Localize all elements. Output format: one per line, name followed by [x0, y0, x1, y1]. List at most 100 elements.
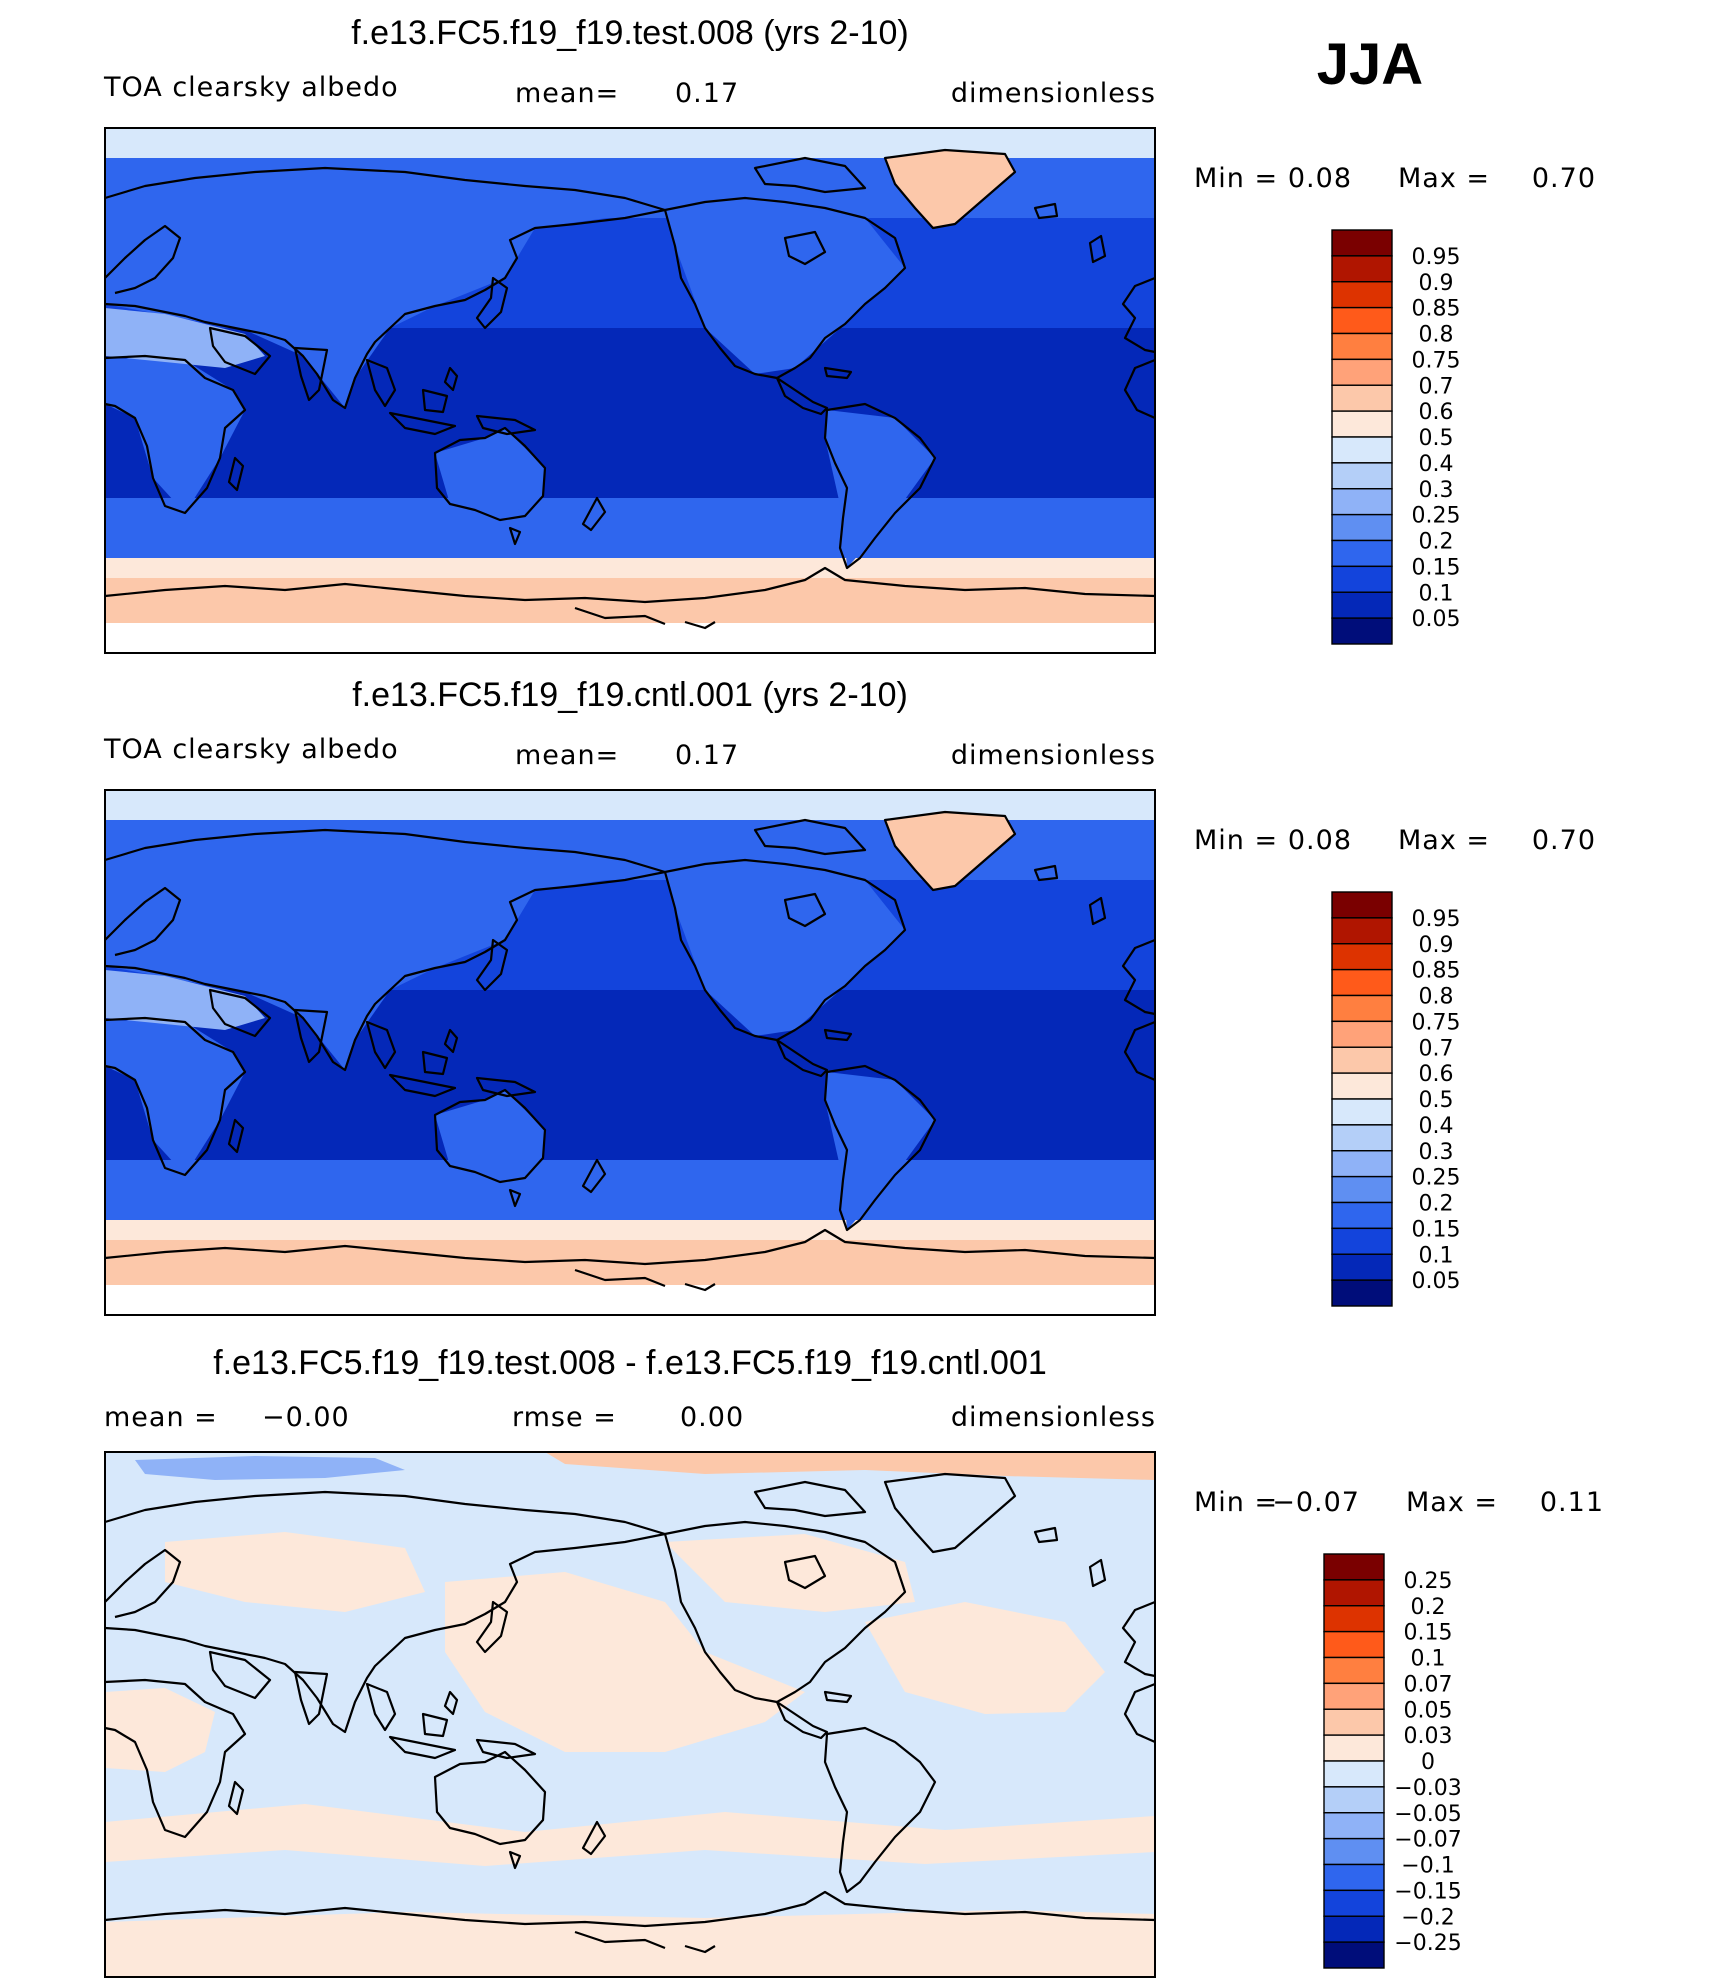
colorbar-tick-label: 0.07	[1404, 1672, 1453, 1697]
colorbar-tick-label: 0	[1421, 1750, 1435, 1775]
land-africa-fill	[105, 1020, 245, 1175]
colorbar-tick-label: −0.05	[1394, 1802, 1461, 1827]
panel-3: f.e13.FC5.f19_f19.test.008 - f.e13.FC5.f…	[103, 1344, 1603, 1978]
colorbar-swatch	[1323, 1553, 1385, 1581]
colorbar-swatch	[1323, 1734, 1385, 1762]
land-samerica-fill	[825, 410, 935, 568]
colorbar-tick-label: 0.4	[1419, 452, 1454, 477]
diff-patch-southern	[105, 1804, 1155, 1866]
panel-3-map-frame	[104, 1451, 1156, 1978]
map-band-antarctic-edge	[105, 558, 1155, 578]
diff-patch-asia	[165, 1532, 425, 1612]
colorbar-tick-label: 0.2	[1419, 1192, 1454, 1217]
colorbar-tick-label: −0.1	[1401, 1854, 1454, 1879]
colorbar-swatch	[1331, 1175, 1393, 1204]
colorbar-tick-label: 0.8	[1419, 985, 1454, 1010]
panel-2-variable-label: TOA clearsky albedo	[103, 734, 399, 765]
colorbar-tick-label: −0.07	[1394, 1828, 1461, 1853]
panel-1-units-label: dimensionless	[951, 78, 1156, 109]
colorbar-swatch	[1331, 410, 1393, 438]
panel-2-map	[103, 789, 1157, 1316]
colorbar-tick-label: 0.15	[1412, 1217, 1461, 1242]
colorbar-swatch	[1331, 229, 1393, 257]
diff-patch-antarctic	[105, 1910, 1155, 1977]
panel-3-max-label: Max =	[1406, 1487, 1498, 1518]
colorbar-swatch	[1331, 943, 1393, 971]
panel-3-mean-label: mean =	[104, 1402, 218, 1433]
colorbar-swatch	[1323, 1682, 1385, 1710]
colorbar-tick-label: 0.7	[1419, 1036, 1454, 1061]
colorbar-tick-label: 0.9	[1419, 933, 1454, 958]
colorbar-swatch	[1323, 1915, 1385, 1943]
colorbar-swatch	[1331, 891, 1393, 919]
colorbar-swatch	[1331, 255, 1393, 283]
panel-3-rmse-label: rmse =	[512, 1402, 617, 1433]
colorbar-swatch	[1323, 1837, 1385, 1866]
colorbar-tick-label: 0.05	[1412, 1269, 1461, 1294]
colorbar-swatch	[1331, 358, 1393, 386]
panel-3-rmse-value: 0.00	[680, 1402, 744, 1433]
colorbar-swatch	[1331, 462, 1393, 490]
colorbar-tick-label: 0.05	[1412, 607, 1461, 632]
colorbar-swatch	[1331, 281, 1393, 309]
colorbar-swatch	[1323, 1605, 1385, 1633]
colorbar-swatch	[1331, 1253, 1393, 1281]
diff-patch-namerica	[665, 1534, 915, 1612]
panel-3-colorbar: 0.250.20.150.10.070.050.030−0.03−0.05−0.…	[1323, 1553, 1462, 1969]
panel-1: f.e13.FC5.f19_f19.test.008 (yrs 2-10) TO…	[103, 14, 1595, 654]
colorbar-swatch	[1331, 539, 1393, 568]
land-desert-fill	[105, 308, 265, 368]
colorbar-tick-label: 0.15	[1412, 555, 1461, 580]
panel-1-map-frame	[104, 127, 1156, 654]
land-africa-fill	[105, 358, 245, 513]
colorbar-tick-label: 0.3	[1419, 1140, 1454, 1165]
colorbar-tick-label: 0.25	[1412, 1166, 1461, 1191]
colorbar-swatch	[1331, 1201, 1393, 1230]
colorbar-tick-label: 0.6	[1419, 400, 1454, 425]
panel-2: f.e13.FC5.f19_f19.cntl.001 (yrs 2-10) TO…	[103, 676, 1595, 1316]
colorbar-tick-label: −0.25	[1394, 1931, 1461, 1956]
colorbar-swatch	[1331, 565, 1393, 593]
colorbar-swatch	[1331, 994, 1393, 1023]
land-samerica-fill	[825, 1072, 935, 1230]
colorbar-tick-label: 0.95	[1412, 907, 1461, 932]
panel-1-min-value: 0.08	[1288, 163, 1352, 194]
diff-patch-arctic	[545, 1452, 1155, 1480]
land-australia-fill	[435, 1090, 545, 1182]
land-namerica-fill	[665, 198, 905, 374]
land-desert-fill	[105, 970, 265, 1030]
colorbar-tick-label: 0.9	[1419, 271, 1454, 296]
panel-3-min-value: −0.07	[1272, 1487, 1360, 1518]
map-band-tropics	[105, 328, 1155, 498]
colorbar-tick-label: −0.2	[1401, 1905, 1454, 1930]
map-band-tropics	[105, 990, 1155, 1160]
land-australia-fill	[435, 428, 545, 520]
colorbar-swatch	[1323, 1786, 1385, 1814]
panel-2-title: f.e13.FC5.f19_f19.cntl.001 (yrs 2-10)	[352, 676, 908, 714]
colorbar-tick-label: 0.03	[1404, 1724, 1453, 1749]
colorbar-tick-label: 0.85	[1412, 959, 1461, 984]
panel-1-variable-label: TOA clearsky albedo	[103, 72, 399, 103]
colorbar-tick-label: −0.03	[1394, 1776, 1461, 1801]
colorbar-tick-label: 0.75	[1412, 1010, 1461, 1035]
colorbar-swatch	[1323, 1889, 1385, 1917]
colorbar-swatch	[1331, 1098, 1393, 1126]
colorbar-swatch	[1331, 436, 1393, 464]
diff-patch-africa	[105, 1688, 215, 1772]
colorbar-swatch	[1323, 1708, 1385, 1736]
colorbar-swatch	[1331, 1124, 1393, 1152]
diff-patch-pacific	[445, 1572, 805, 1752]
panel-1-mean-label: mean=	[515, 78, 619, 109]
colorbar-swatch	[1331, 1020, 1393, 1048]
panel-2-max-label: Max =	[1398, 825, 1490, 856]
colorbar-tick-label: 0.15	[1404, 1621, 1453, 1646]
colorbar-tick-label: 0.4	[1419, 1114, 1454, 1139]
colorbar-swatch	[1331, 968, 1393, 997]
panel-2-colorbar: 0.950.90.850.80.750.70.60.50.40.30.250.2…	[1331, 891, 1461, 1307]
colorbar-swatch	[1323, 1579, 1385, 1607]
panel-3-units-label: dimensionless	[951, 1402, 1156, 1433]
panel-1-map	[103, 127, 1157, 654]
colorbar-tick-label: 0.8	[1419, 323, 1454, 348]
colorbar-swatch	[1323, 1863, 1385, 1892]
colorbar-swatch	[1323, 1630, 1385, 1659]
